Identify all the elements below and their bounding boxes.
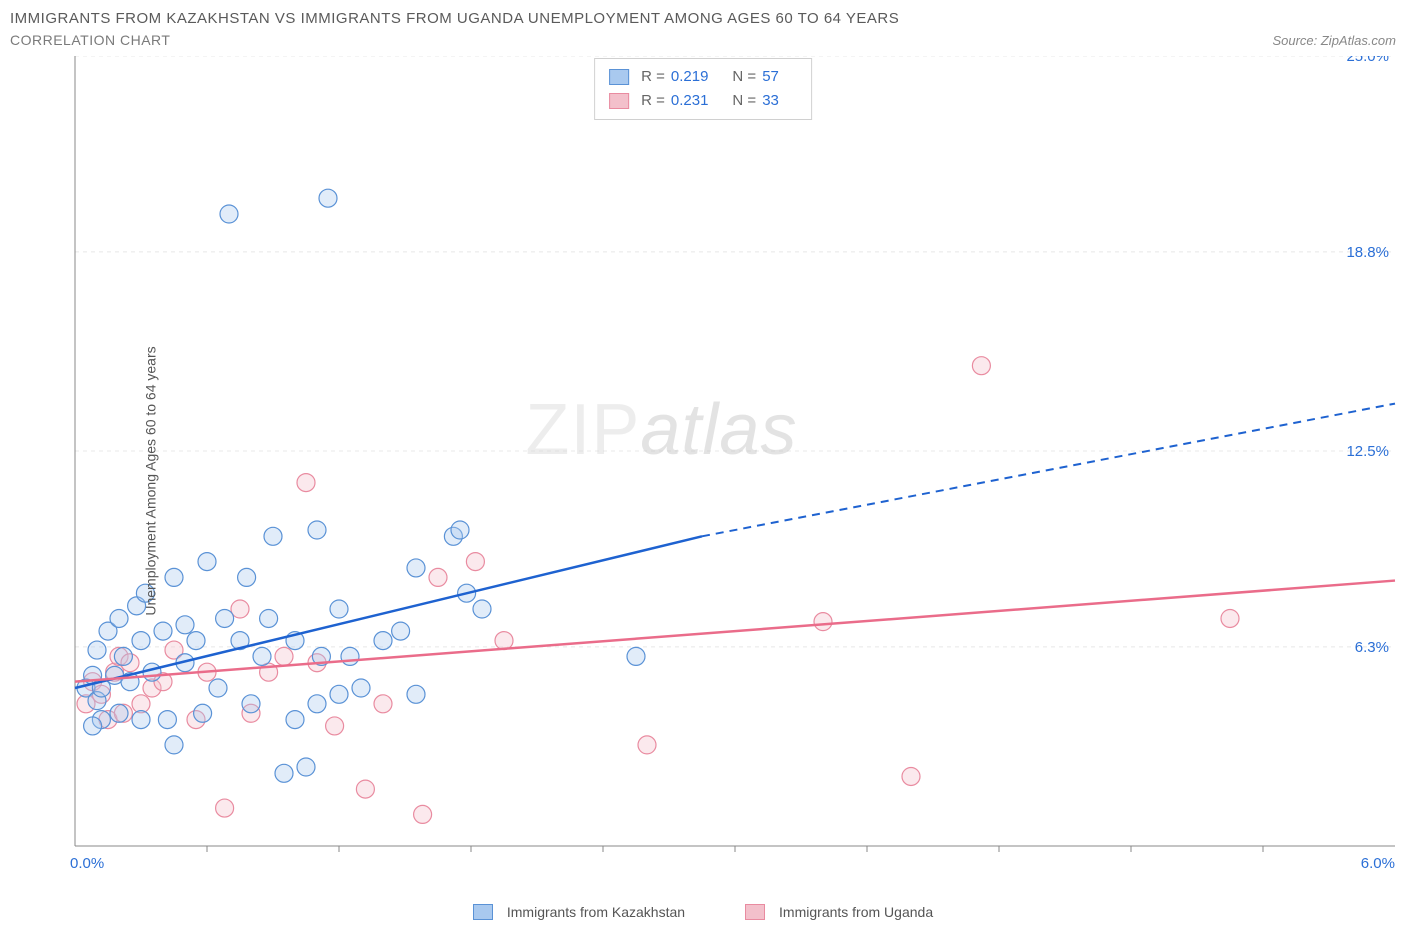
series1-label: Immigrants from Kazakhstan [507, 904, 685, 920]
swatch-series1 [609, 69, 629, 85]
svg-text:6.0%: 6.0% [1361, 855, 1395, 872]
n-label: N = [732, 89, 756, 113]
subtitle-row: CORRELATION CHART Source: ZipAtlas.com [10, 32, 1396, 48]
series-legend: Immigrants from Kazakhstan Immigrants fr… [10, 904, 1396, 920]
stats-legend: R = 0.219 N = 57 R = 0.231 N = 33 [594, 58, 812, 120]
svg-text:25.0%: 25.0% [1346, 56, 1389, 65]
series2-label: Immigrants from Uganda [779, 904, 933, 920]
svg-text:12.5%: 12.5% [1346, 443, 1389, 460]
n-label: N = [732, 65, 756, 89]
svg-text:6.3%: 6.3% [1355, 639, 1389, 656]
title-row: IMMIGRANTS FROM KAZAKHSTAN VS IMMIGRANTS… [10, 10, 1396, 28]
source-prefix: Source: [1272, 33, 1320, 48]
swatch-series2 [745, 904, 765, 920]
stats-row-series2: R = 0.231 N = 33 [609, 89, 797, 113]
r-label: R = [641, 65, 665, 89]
svg-text:0.0%: 0.0% [70, 855, 104, 872]
series1-r-value: 0.219 [671, 65, 709, 89]
series2-r-value: 0.231 [671, 89, 709, 113]
legend-item-series1: Immigrants from Kazakhstan [473, 904, 685, 920]
series1-n-value: 57 [762, 65, 779, 89]
stats-row-series1: R = 0.219 N = 57 [609, 65, 797, 89]
scatter-plot-svg: 6.3% 12.5% 18.8% 25.0% 0.0% 6.0% [10, 56, 1396, 876]
swatch-series1 [473, 904, 493, 920]
swatch-series2 [609, 93, 629, 109]
svg-text:18.8%: 18.8% [1346, 244, 1389, 261]
source-name: ZipAtlas.com [1321, 33, 1396, 48]
chart-container: IMMIGRANTS FROM KAZAKHSTAN VS IMMIGRANTS… [10, 10, 1396, 920]
series2-n-value: 33 [762, 89, 779, 113]
chart-subtitle: CORRELATION CHART [10, 32, 170, 48]
chart-title: IMMIGRANTS FROM KAZAKHSTAN VS IMMIGRANTS… [10, 10, 899, 27]
r-label: R = [641, 89, 665, 113]
source-credit: Source: ZipAtlas.com [1272, 33, 1396, 48]
legend-item-series2: Immigrants from Uganda [745, 904, 933, 920]
plot-area: Unemployment Among Ages 60 to 64 years Z… [10, 56, 1396, 906]
y-axis-label: Unemployment Among Ages 60 to 64 years [143, 346, 159, 615]
